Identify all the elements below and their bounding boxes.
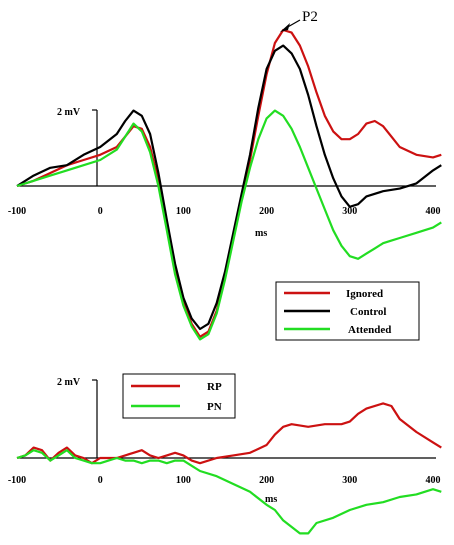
bottom-panel: 2 mV -100 0 100 200 300 400 ms RP PN	[8, 373, 442, 535]
top-series-control-line	[16, 44, 442, 331]
bottom-x-tick-label: 400	[426, 475, 441, 486]
p2-arrow-head	[280, 23, 290, 32]
legend-pn-label: PN	[207, 401, 222, 413]
bottom-x-axis-label: ms	[265, 494, 277, 505]
bottom-x-tick-label: 100	[176, 475, 191, 486]
top-x-axis-label: ms	[255, 228, 267, 239]
top-x-tick-label: 0	[98, 206, 103, 217]
p2-annotation: P2	[302, 9, 318, 25]
top-x-tick-label: 300	[342, 206, 357, 217]
bottom-x-tick-label: -100	[8, 475, 26, 486]
bottom-series-pn-line	[16, 449, 442, 535]
bottom-legend: RP PN	[122, 373, 236, 419]
top-y-scale-label: 2 mV	[57, 107, 81, 118]
bottom-x-tick-label: 200	[259, 475, 274, 486]
legend-attended-label: Attended	[348, 324, 391, 336]
top-x-tick-label: 200	[259, 206, 274, 217]
bottom-x-tick-label: 0	[98, 475, 103, 486]
top-legend: Ignored Control Attended	[275, 281, 420, 341]
bottom-y-scale-label: 2 mV	[57, 377, 81, 388]
top-x-tick-label: -100	[8, 206, 26, 217]
legend-ignored-label: Ignored	[346, 288, 383, 300]
legend-control-label: Control	[350, 306, 386, 318]
top-x-tick-label: 400	[426, 206, 441, 217]
bottom-series-rp-line	[16, 402, 442, 465]
top-panel: 2 mV -100 0 100 200 300 400 ms P2 Ignored Con…	[8, 9, 442, 341]
top-x-tick-label: 100	[176, 206, 191, 217]
bottom-x-tick-label: 300	[342, 475, 357, 486]
top-series-attended-line	[16, 109, 442, 341]
legend-rp-label: RP	[207, 381, 222, 393]
bottom-legend-box	[122, 373, 236, 419]
